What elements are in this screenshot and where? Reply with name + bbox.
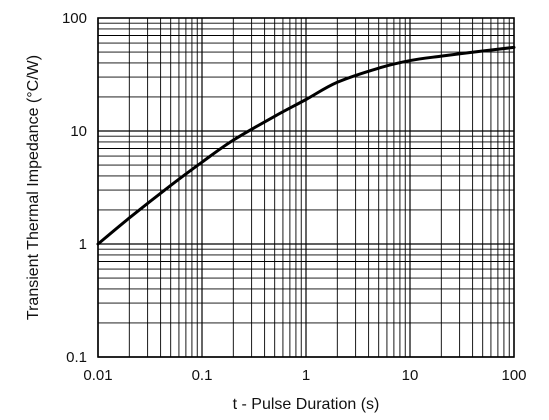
y-tick-label: 1 <box>79 236 87 253</box>
y-tick-labels: 0.1 1 10 100 <box>62 10 87 366</box>
grid-lines <box>97 18 514 358</box>
x-axis-title: t - Pulse Duration (s) <box>233 396 380 413</box>
x-tick-label: 1 <box>302 367 310 384</box>
x-tick-label: 10 <box>402 367 419 384</box>
plot-frame <box>97 17 515 358</box>
y-axis-title: Transient Thermal Impedance (°C/W) <box>25 55 42 320</box>
y-tick-label: 0.1 <box>66 349 87 366</box>
series-line <box>96 45 516 246</box>
x-tick-label: 100 <box>501 367 526 384</box>
y-tick-label: 100 <box>62 10 87 27</box>
x-tick-label: 0.01 <box>83 367 112 384</box>
x-tick-labels: 0.01 0.1 1 10 100 <box>83 367 526 384</box>
y-tick-label: 10 <box>70 123 87 140</box>
curve-layer <box>96 45 516 246</box>
x-tick-label: 0.1 <box>192 367 213 384</box>
